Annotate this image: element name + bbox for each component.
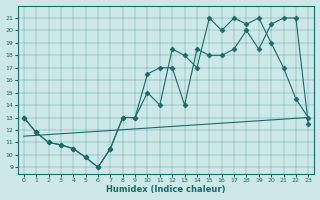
X-axis label: Humidex (Indice chaleur): Humidex (Indice chaleur) bbox=[106, 185, 226, 194]
